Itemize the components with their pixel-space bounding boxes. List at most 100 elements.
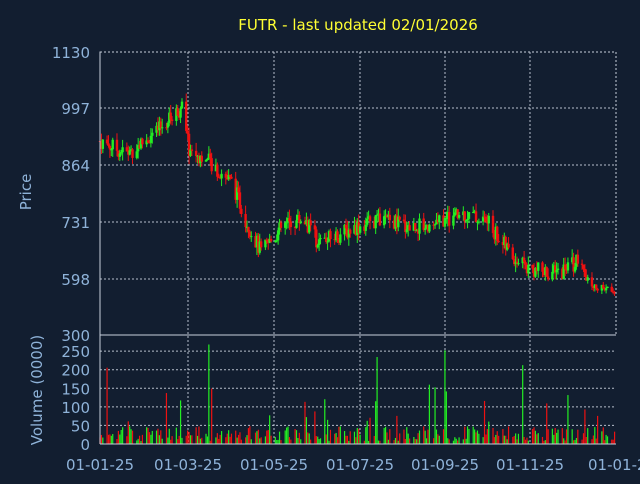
volume-bar	[328, 440, 330, 444]
candle-body	[214, 164, 218, 172]
candle-body	[535, 268, 539, 271]
candle-body	[613, 291, 616, 294]
candle-body	[611, 291, 615, 293]
volume-bar	[465, 438, 467, 444]
candle-body	[217, 176, 220, 178]
candle-body	[575, 254, 578, 267]
candle-body	[402, 219, 406, 222]
volume-bar	[236, 437, 238, 444]
volume-bar	[329, 429, 332, 444]
candle-body	[404, 221, 407, 232]
candle-body	[382, 216, 386, 226]
volume-bar	[208, 344, 210, 444]
candle-body	[394, 215, 397, 229]
candle-body	[227, 175, 230, 180]
candle-body	[275, 240, 278, 242]
volume-bar	[297, 438, 299, 444]
candle-body	[532, 268, 536, 277]
volume-bar	[102, 437, 104, 444]
volume-bar	[216, 433, 218, 444]
candle-body	[453, 212, 457, 216]
candle-body	[240, 208, 243, 215]
candle-body	[377, 213, 380, 215]
candle-body	[105, 139, 109, 144]
candle-body	[289, 221, 293, 228]
candle-body	[412, 223, 416, 231]
volume-bar	[386, 432, 388, 444]
volume-bar	[557, 429, 559, 444]
candle-body	[100, 141, 103, 149]
candle-body	[265, 239, 269, 242]
candle-body	[268, 238, 271, 243]
candle-body	[486, 221, 489, 224]
candle-body	[166, 122, 170, 128]
candle-body	[483, 216, 486, 218]
volume-bar	[564, 440, 566, 444]
candle-body	[423, 228, 427, 230]
volume-bar	[574, 439, 576, 444]
candle-body	[511, 247, 514, 260]
volume-bar	[170, 439, 172, 444]
candle-body	[138, 145, 141, 149]
volume-bar	[468, 428, 470, 444]
candle-body	[315, 229, 318, 248]
volume-bar	[594, 427, 596, 444]
volume-bar	[304, 401, 306, 444]
candle-body	[561, 268, 564, 279]
candle-body	[200, 155, 203, 162]
volume-bar	[138, 435, 141, 444]
candle-body	[570, 257, 574, 263]
volume-bar	[592, 435, 594, 444]
volume-bar	[161, 438, 163, 444]
volume-bar	[270, 435, 272, 444]
candle-body	[582, 264, 585, 269]
candle-body	[517, 263, 520, 265]
volume-bar	[486, 429, 488, 444]
volume-bar	[377, 440, 380, 444]
volume-bar	[181, 437, 183, 444]
volume-bar	[384, 426, 387, 444]
volume-bar	[396, 415, 398, 444]
candle-body	[501, 241, 505, 246]
candle-body	[365, 218, 369, 225]
volume-bar	[112, 434, 114, 444]
volume-bar	[427, 429, 429, 444]
volume-bar	[136, 440, 138, 444]
candle-body	[139, 138, 143, 149]
volume-bar	[498, 435, 500, 444]
candle-body	[308, 220, 311, 233]
candle-body	[175, 108, 178, 121]
candle-body	[416, 229, 420, 234]
volume-bar	[475, 432, 477, 444]
candle-body	[385, 215, 389, 218]
candle-body	[279, 222, 283, 228]
volume-bar	[247, 428, 250, 444]
volume-bar	[503, 435, 505, 444]
volume-bar	[495, 434, 497, 444]
volume-bar	[116, 439, 118, 444]
volume-bar	[188, 431, 190, 444]
volume-bar	[379, 440, 381, 444]
volume-bar	[336, 437, 339, 444]
candle-body	[285, 222, 288, 224]
volume-bar	[160, 430, 162, 444]
volume-bar	[527, 440, 529, 444]
volume-bar	[483, 400, 486, 444]
candle-body	[127, 151, 130, 155]
candle-body	[228, 175, 232, 177]
volume-bar	[524, 439, 527, 444]
candle-body	[101, 139, 105, 149]
candle-body	[583, 268, 587, 277]
candle-body	[180, 101, 184, 109]
volume-bar	[413, 436, 415, 444]
candle-body	[481, 216, 485, 222]
candle-body	[604, 288, 608, 291]
volume-bar	[472, 426, 474, 444]
volume-bar	[205, 433, 207, 444]
volume-bar	[239, 432, 241, 444]
candle-body	[606, 286, 609, 289]
candle-body	[580, 263, 584, 265]
x-tick-label: 01-03-25	[154, 456, 222, 474]
volume-bar	[235, 430, 237, 444]
volume-bar	[369, 417, 371, 444]
